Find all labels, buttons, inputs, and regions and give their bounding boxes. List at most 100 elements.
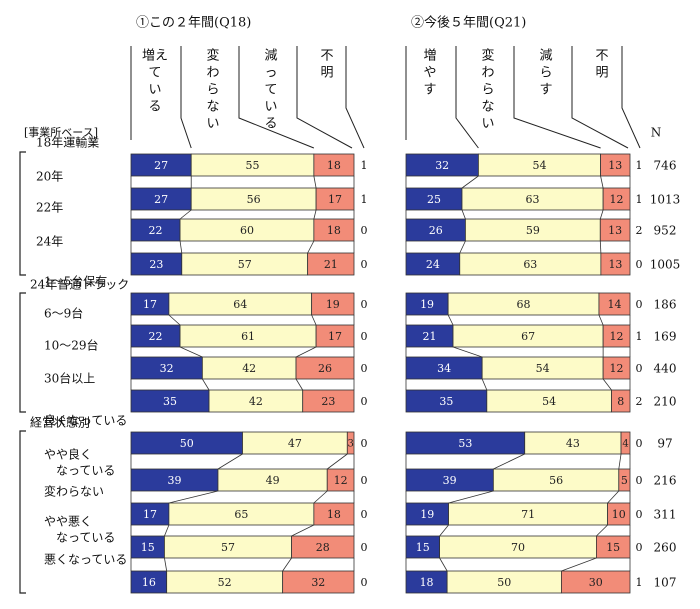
connector-line (295, 346, 317, 358)
bar-segment (315, 324, 355, 348)
bar-segment (295, 356, 355, 380)
n-value: 1005 (650, 258, 681, 272)
group-bracket (19, 151, 26, 276)
connector-line (164, 557, 168, 572)
data-label: 50 (180, 437, 194, 450)
data-label: 8 (617, 395, 624, 408)
unknown-label: 1 (361, 159, 368, 172)
data-label: 18 (420, 576, 434, 589)
row-label: 変わらない (44, 484, 104, 499)
connector-line (493, 453, 525, 470)
legend-label: い (481, 117, 494, 132)
data-label: 24 (426, 258, 440, 271)
data-label: 39 (167, 474, 181, 487)
data-label: 57 (221, 541, 235, 554)
connector-line (291, 524, 315, 537)
bar-segment (302, 389, 355, 413)
row-label: 悪くなっている (44, 553, 127, 567)
bar-segment (326, 468, 355, 492)
data-label: 34 (437, 362, 451, 375)
data-label: 42 (249, 395, 263, 408)
bar-segment (596, 535, 631, 559)
legend-label: っ (264, 66, 277, 81)
data-label: 43 (566, 437, 580, 450)
row-label: 10～29台 (44, 338, 99, 353)
connector-line (439, 524, 449, 537)
data-label: 50 (497, 576, 511, 589)
unknown-label: 0 (361, 395, 368, 408)
connector-line (618, 453, 622, 470)
unknown-label: 0 (361, 474, 368, 487)
data-label: 19 (326, 298, 340, 311)
legend-label: 増 (423, 49, 436, 64)
unknown-label: 1 (636, 330, 643, 343)
data-label: 12 (610, 193, 624, 206)
connector-line (561, 557, 597, 572)
row-label: やや良く (44, 447, 92, 462)
legend-divider (455, 46, 479, 149)
connector-line (447, 314, 454, 326)
data-label: 32 (311, 576, 325, 589)
unknown-label: 0 (361, 508, 368, 521)
legend-label: ら (206, 83, 219, 98)
connector-line (295, 378, 304, 391)
base-label: [事業所ベース] (24, 126, 98, 139)
unknown-label: 0 (636, 258, 643, 271)
data-label: 63 (523, 258, 537, 271)
data-label: 47 (288, 437, 302, 450)
connector-line (179, 346, 203, 358)
n-label: N (651, 126, 662, 140)
bar-segment (307, 252, 355, 276)
data-label: 22 (149, 224, 163, 237)
data-label: 5 (621, 474, 628, 487)
row-label: 20年 (36, 170, 63, 184)
data-label: 35 (439, 395, 453, 408)
bar-segment (561, 570, 631, 594)
unknown-label: 0 (636, 437, 643, 450)
connector-line (179, 240, 183, 254)
data-label: 60 (240, 224, 254, 237)
connector-line (596, 524, 608, 537)
unknown-label: 0 (361, 224, 368, 237)
data-label: 23 (321, 395, 335, 408)
data-label: 13 (608, 224, 622, 237)
data-label: 18 (327, 508, 341, 521)
unknown-label: 0 (636, 508, 643, 521)
data-label: 4 (622, 439, 628, 450)
connector-line (313, 490, 328, 504)
data-label: 23 (149, 258, 163, 271)
n-value: 311 (654, 508, 677, 522)
row-label: 18年運輸業 (36, 135, 99, 150)
legend-label: 減 (539, 48, 552, 64)
connector-line (607, 490, 620, 504)
data-label: 18 (327, 224, 341, 237)
data-label: 19 (420, 298, 434, 311)
data-label: 27 (154, 159, 168, 172)
bar-segment (315, 187, 355, 211)
unknown-label: 0 (361, 437, 368, 450)
legend-label: す (423, 83, 436, 98)
row-label: 6～9台 (44, 306, 83, 321)
bar-segment (311, 292, 355, 316)
connector-line (600, 175, 604, 189)
data-label: 55 (246, 159, 260, 172)
legend-label: い (206, 117, 219, 132)
legend-label: 変 (206, 48, 219, 64)
data-label: 56 (247, 193, 261, 206)
data-label: 14 (607, 298, 621, 311)
data-label: 42 (242, 362, 256, 375)
data-label: 25 (427, 193, 441, 206)
group-bracket (19, 430, 26, 594)
row-label: 22年 (36, 201, 63, 215)
data-label: 12 (610, 362, 624, 375)
connector-line (599, 240, 602, 254)
data-label: 21 (423, 330, 437, 343)
bar-segment (611, 389, 631, 413)
unknown-label: 2 (636, 395, 643, 408)
data-label: 19 (420, 508, 434, 521)
data-label: 64 (233, 298, 247, 311)
data-label: 67 (521, 330, 535, 343)
data-label: 53 (458, 437, 472, 450)
legend-divider (513, 46, 601, 149)
legend-label: て (264, 83, 277, 98)
